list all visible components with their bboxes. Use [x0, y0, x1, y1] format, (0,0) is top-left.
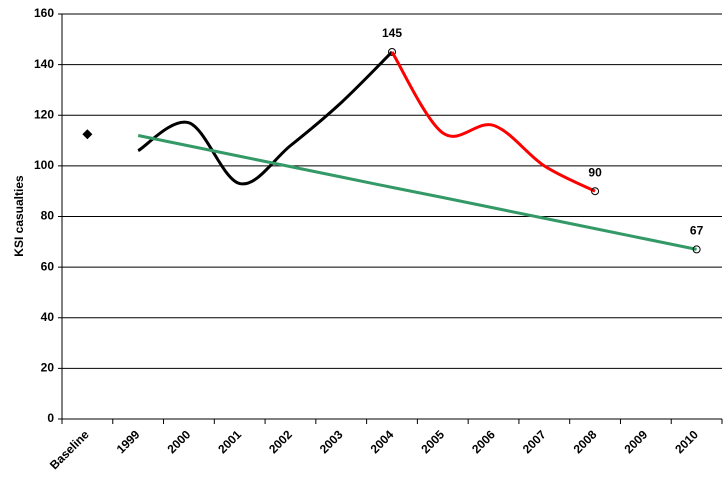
- end-marker: [591, 187, 600, 196]
- data-label: 90: [588, 165, 602, 179]
- y-tick-label: 160: [34, 6, 54, 20]
- x-tick-label: 2006: [469, 427, 498, 456]
- y-tick-label: 40: [41, 310, 55, 324]
- end-marker: [388, 47, 396, 56]
- y-tick-label: 0: [47, 411, 54, 425]
- y-axis-label: KSI casualties: [12, 175, 26, 257]
- data-label: 145: [382, 26, 402, 40]
- series-line: [137, 50, 394, 186]
- x-tick-label: 2002: [266, 427, 295, 456]
- y-tick-label: 120: [34, 107, 54, 121]
- series-line: [137, 134, 697, 251]
- x-tick-label: 2010: [672, 427, 701, 456]
- end-marker: [692, 245, 701, 254]
- y-tick-label: 20: [41, 361, 55, 375]
- y-tick-label: 60: [41, 259, 55, 273]
- data-label: 67: [690, 224, 704, 238]
- x-tick-label: 1999: [114, 427, 143, 456]
- x-tick-label: 2000: [165, 427, 194, 456]
- diamond-marker: [82, 129, 93, 140]
- series-line: [390, 51, 596, 193]
- x-tick-label: 2009: [621, 427, 650, 456]
- y-tick-label: 140: [34, 57, 54, 71]
- x-tick-label: 2003: [317, 427, 346, 456]
- y-tick-label: 100: [34, 158, 54, 172]
- x-tick-label: Baseline: [47, 427, 92, 472]
- x-tick-label: 2001: [215, 427, 244, 456]
- y-tick-label: 80: [41, 209, 55, 223]
- x-tick-label: 2004: [368, 427, 397, 456]
- x-tick-label: 2007: [520, 427, 549, 456]
- x-tick-label: 2008: [571, 427, 600, 456]
- x-tick-label: 2005: [418, 427, 447, 456]
